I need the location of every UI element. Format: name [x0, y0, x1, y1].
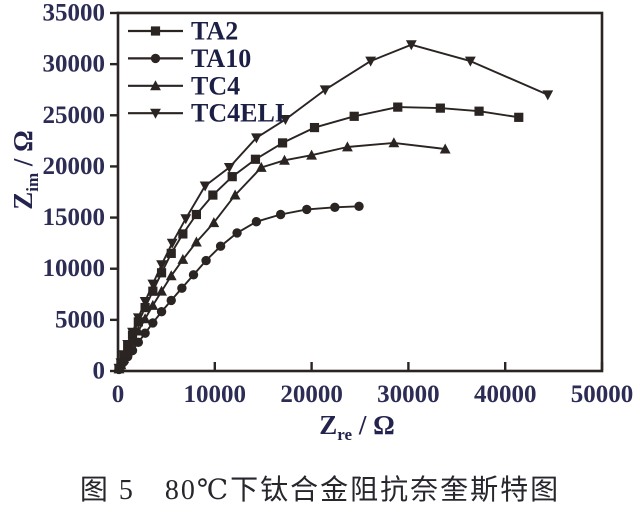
marker-square: [178, 229, 188, 239]
marker-triangle-down: [127, 327, 138, 338]
marker-square: [514, 112, 524, 122]
marker-triangle-up: [208, 217, 220, 228]
marker-triangle-up: [156, 285, 167, 296]
marker-square: [148, 286, 158, 296]
marker-triangle-up: [439, 143, 451, 154]
marker-square: [277, 138, 288, 148]
marker-square: [191, 209, 202, 220]
marker-triangle-down: [156, 260, 167, 271]
marker-square: [140, 302, 150, 313]
nyquist-chart: 0 10000 20000 30000 40000 50000 0 5000 10000 1500…: [8, 0, 634, 444]
marker-triangle-up: [342, 141, 353, 152]
y-axis-label: Zim / Ω: [8, 130, 42, 210]
marker-triangle-down: [166, 238, 178, 249]
marker-circle: [201, 255, 211, 266]
marker-triangle-down: [464, 56, 476, 67]
marker-triangle-up: [139, 313, 151, 324]
marker-triangle-down: [199, 181, 211, 192]
marker-square: [150, 26, 161, 36]
marker-triangle-up: [306, 149, 317, 160]
marker-triangle-down: [405, 40, 417, 51]
marker-square: [166, 248, 176, 258]
x-tick-label: 30000: [377, 381, 440, 408]
legend-label: TC4ELI: [191, 99, 285, 128]
y-tick-label: 5000: [55, 306, 105, 333]
marker-circle: [166, 295, 176, 306]
legend-item-TC4: TC4: [128, 71, 240, 100]
marker-triangle-down: [150, 108, 161, 119]
marker-square: [250, 154, 261, 164]
marker-circle: [251, 216, 262, 227]
marker-square: [435, 103, 445, 113]
plot-frame: [116, 11, 604, 373]
marker-triangle-up: [229, 189, 241, 200]
figure-caption: 图 5 80℃下钛合金阻抗奈奎斯特图: [79, 475, 561, 506]
series-TC4: [113, 137, 451, 374]
marker-circle: [215, 241, 226, 251]
y-tick-label: 35000: [43, 0, 106, 27]
marker-circle: [232, 228, 242, 238]
marker-triangle-down: [118, 350, 130, 361]
marker-triangle-down: [147, 279, 159, 290]
marker-square: [349, 111, 359, 121]
legend-label: TA2: [191, 17, 238, 46]
marker-circle: [354, 201, 364, 212]
marker-triangle-up: [177, 253, 189, 264]
marker-triangle-up: [279, 154, 290, 165]
marker-circle: [150, 53, 161, 64]
y-tick-label: 15000: [43, 204, 106, 231]
x-tick-label: 10000: [184, 381, 247, 408]
marker-triangle-down: [139, 297, 151, 308]
marker-triangle-up: [150, 80, 161, 91]
y-tick-label: 25000: [43, 102, 106, 129]
y-tick-label: 0: [93, 358, 106, 385]
marker-triangle-down: [180, 214, 192, 225]
y-tick-label: 10000: [43, 255, 106, 282]
legend-label: TA10: [191, 44, 251, 73]
marker-triangle-up: [255, 161, 267, 172]
marker-triangle-down: [223, 163, 235, 174]
marker-circle: [275, 209, 286, 220]
marker-triangle-up: [132, 325, 144, 336]
legend-item-TA10: TA10: [128, 44, 251, 73]
marker-circle: [302, 204, 312, 215]
series-TC4ELI: [113, 40, 554, 374]
marker-triangle-up: [191, 236, 202, 247]
marker-circle: [177, 283, 187, 293]
marker-triangle-down: [115, 358, 127, 369]
marker-triangle-down: [319, 85, 331, 96]
marker-triangle-up: [388, 137, 400, 148]
marker-circle: [330, 202, 340, 213]
marker-square: [156, 268, 167, 278]
y-tick-label: 20000: [43, 153, 106, 180]
marker-triangle-up: [147, 299, 159, 310]
marker-triangle-down: [251, 133, 262, 144]
x-tick-label: 0: [112, 381, 125, 408]
marker-triangle-down: [365, 56, 377, 67]
legend-item-TC4ELI: TC4ELI: [128, 99, 285, 128]
legend-item-TA2: TA2: [128, 17, 238, 46]
marker-triangle-down: [280, 114, 291, 125]
legend-label: TC4: [191, 71, 240, 100]
marker-circle: [188, 270, 199, 280]
marker-square: [474, 106, 484, 116]
marker-square: [227, 172, 237, 182]
y-tick-label: 30000: [43, 51, 106, 78]
marker-square: [208, 190, 218, 200]
marker-square: [309, 122, 320, 133]
marker-triangle-down: [542, 90, 554, 101]
x-tick-label: 40000: [474, 381, 537, 408]
marker-circle: [156, 306, 167, 317]
x-tick-label: 20000: [280, 381, 343, 408]
x-axis-label: Zre / Ω: [319, 410, 394, 444]
marker-circle: [148, 318, 158, 328]
marker-triangle-up: [165, 270, 177, 281]
marker-triangle-down: [132, 313, 144, 324]
marker-square: [393, 102, 403, 112]
marker-triangle-down: [122, 340, 134, 351]
x-tick-label: 50000: [571, 381, 634, 408]
